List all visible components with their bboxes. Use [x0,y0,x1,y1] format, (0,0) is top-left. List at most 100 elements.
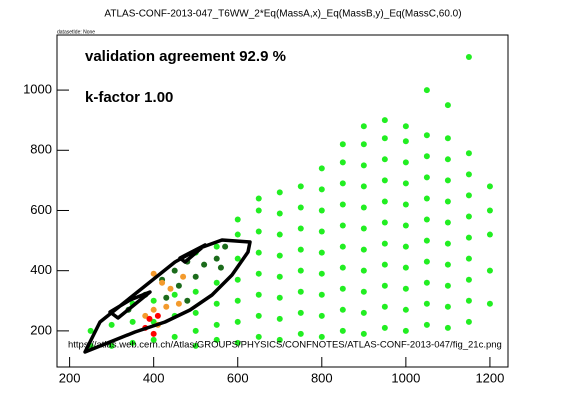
point [423,153,430,160]
point [360,204,367,211]
point [297,204,304,211]
point [465,234,472,241]
plot-frame [56,34,509,368]
point [444,303,451,310]
point [339,201,346,208]
point [360,288,367,295]
point [360,183,367,190]
point [163,294,170,301]
point [465,171,472,178]
point [381,282,388,289]
point [423,321,430,328]
point [402,327,409,334]
point [213,321,220,328]
point [108,321,115,328]
point [339,306,346,313]
point [276,294,283,301]
point [276,231,283,238]
point [465,150,472,157]
point [318,291,325,298]
point [402,201,409,208]
point [234,255,241,262]
y-tick-label: 800 [30,142,52,157]
point [402,180,409,187]
point [297,225,304,232]
point [180,273,187,280]
point [150,306,157,313]
point [339,159,346,166]
point [129,339,136,346]
y-tick-label: 200 [30,322,52,337]
point [423,174,430,181]
point [486,267,493,274]
point [150,336,157,343]
point [159,279,166,286]
point [339,285,346,292]
point [423,258,430,265]
y-tick-label: 600 [30,202,52,217]
point [150,318,157,325]
point [339,243,346,250]
point [234,216,241,223]
point [213,255,220,262]
point [360,309,367,316]
point [423,195,430,202]
annotation: validation agreement 92.9 % [85,48,286,65]
point [402,306,409,313]
point [129,318,136,325]
point [486,231,493,238]
point [360,225,367,232]
point [360,246,367,253]
point [234,231,241,238]
point [381,156,388,163]
point [444,135,451,142]
point [318,270,325,277]
point [486,183,493,190]
point [402,138,409,145]
point [423,216,430,223]
point [108,342,115,349]
point [255,249,262,256]
point [444,102,451,109]
point [150,270,157,277]
point [192,327,199,334]
point [402,243,409,250]
point [444,177,451,184]
point [171,333,178,340]
point [318,312,325,319]
point [234,276,241,283]
point [339,264,346,271]
x-tick-label: 600 [227,370,249,385]
point [486,300,493,307]
point [276,252,283,259]
point [486,207,493,214]
point [465,297,472,304]
point [192,342,199,349]
x-tick-label: 800 [311,370,333,385]
point [255,333,262,340]
point [381,177,388,184]
point [213,300,220,307]
point [234,339,241,346]
point [381,117,388,124]
x-tick-label: 400 [143,370,165,385]
point [465,192,472,199]
point [402,222,409,229]
point [402,159,409,166]
point [255,291,262,298]
point [154,312,161,319]
point [167,285,174,292]
point [213,336,220,343]
point [423,237,430,244]
point [444,282,451,289]
point [276,336,283,343]
point [381,303,388,310]
point [318,249,325,256]
point [360,267,367,274]
point [339,327,346,334]
point [213,279,220,286]
point [222,243,229,250]
point [184,297,191,304]
point [276,210,283,217]
point [381,135,388,142]
